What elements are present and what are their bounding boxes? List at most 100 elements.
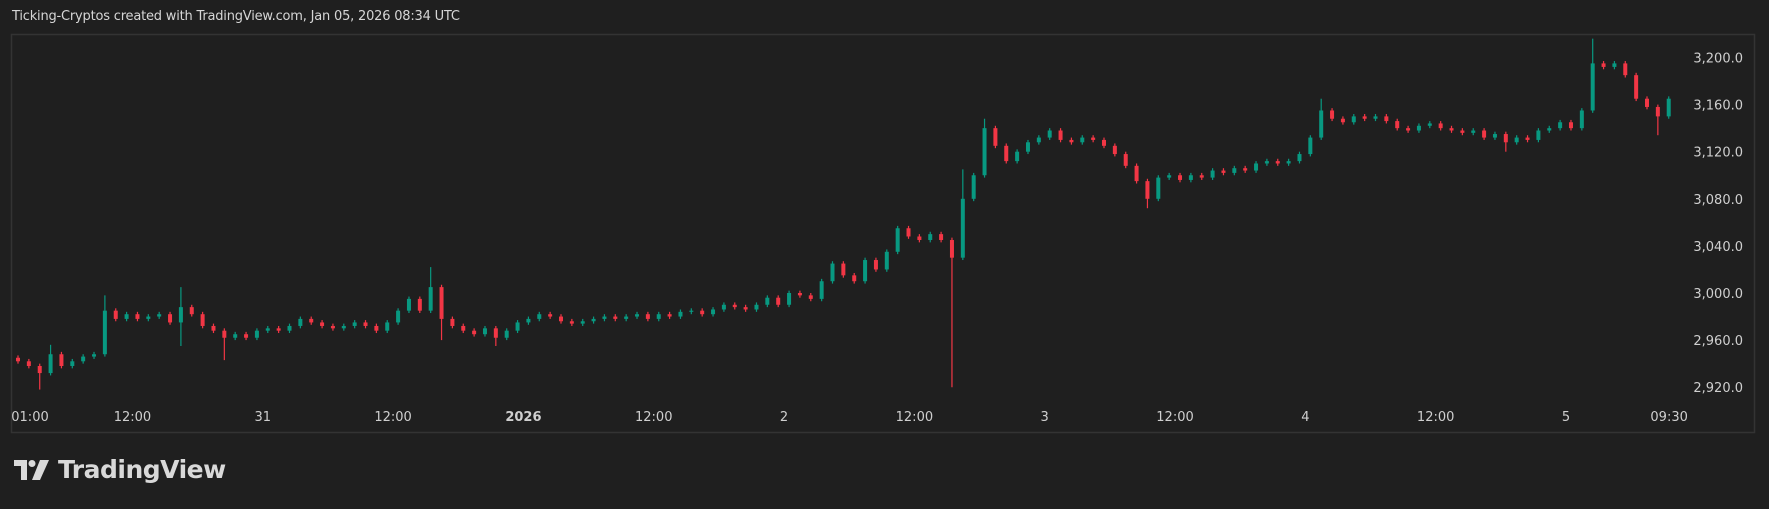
candle-body [1547, 128, 1552, 131]
candle-body [1330, 110, 1335, 119]
candle-body [1471, 130, 1476, 133]
candle-body [591, 318, 596, 322]
price-tick-label: 3,040.0 [1693, 240, 1743, 255]
candle-body [1254, 163, 1259, 171]
candle-body [982, 128, 987, 176]
candle-body [16, 357, 20, 362]
candle-body [428, 287, 433, 311]
candle-body [406, 298, 411, 311]
candle-body [700, 310, 705, 315]
time-tick-label: 31 [255, 410, 272, 425]
candle-body [1199, 175, 1204, 178]
candle-body [70, 361, 75, 367]
candle-body [613, 316, 618, 319]
candle-body [863, 260, 868, 282]
candle-body [960, 198, 965, 258]
candle-body [1568, 122, 1573, 129]
price-axis[interactable]: 2,920.0 2,960.0 3,000.0 3,040.0 3,080.0 3,120… [1693, 52, 1743, 397]
chart-title: Ticking-Cryptos created with TradingView… [12, 9, 460, 24]
time-tick-label: 12:00 [1417, 410, 1454, 425]
time-tick-label: 09:30 [1650, 410, 1687, 425]
candle-body [537, 314, 542, 319]
candle-body [189, 307, 194, 315]
candle-body [48, 354, 53, 374]
candle-body [1666, 98, 1671, 117]
candle-body [754, 304, 759, 310]
candle-body [569, 321, 574, 324]
candle-body [298, 318, 303, 326]
candle-body [808, 295, 813, 299]
candle-body [1221, 170, 1226, 173]
candle-body [1232, 168, 1237, 173]
candle-body [1210, 170, 1215, 178]
candle-body [1015, 151, 1020, 162]
candle-body [244, 334, 249, 338]
price-tick-label: 3,080.0 [1693, 193, 1743, 208]
candle-body [439, 287, 444, 319]
candle-body [461, 325, 466, 331]
price-tick-label: 3,120.0 [1693, 146, 1743, 161]
candle-body [1416, 125, 1421, 131]
candle-body [1123, 154, 1128, 166]
candle-body [168, 314, 173, 323]
candle-body [656, 314, 661, 319]
candle-body [765, 297, 770, 305]
candle-body [1047, 130, 1052, 138]
candle-body [526, 318, 531, 323]
candle-body [81, 356, 86, 362]
candle-body [341, 325, 346, 329]
candle-body [1178, 175, 1183, 180]
candle-body [939, 234, 944, 241]
candle-body [1145, 181, 1150, 199]
candle-body [743, 307, 748, 310]
candle-body [102, 310, 107, 355]
candle-body [1286, 161, 1291, 164]
candle-body [472, 330, 477, 335]
candle-body [1134, 165, 1139, 182]
candle-body [1112, 145, 1117, 155]
time-tick-label: 12:00 [896, 410, 933, 425]
price-chart[interactable]: 2,920.0 2,960.0 3,000.0 3,040.0 3,080.0 3,120… [0, 0, 1769, 450]
candle-body [363, 322, 368, 326]
candle-body [124, 314, 129, 319]
time-axis[interactable]: 01:00 12:00 31 12:00 2026 12:00 2 12:00 3 12:00 4 1… [11, 410, 1688, 425]
price-tick-label: 3,160.0 [1693, 99, 1743, 114]
price-tick-label: 2,960.0 [1693, 334, 1743, 349]
candle-body [233, 334, 238, 338]
candle-body [971, 175, 976, 199]
candle-body [548, 314, 553, 317]
candle-body [873, 260, 878, 270]
candles-group [16, 38, 1671, 390]
time-tick-label: 12:00 [1156, 410, 1193, 425]
candle-body [1427, 123, 1432, 126]
time-tick-label: 12:00 [635, 410, 672, 425]
candle-body [276, 328, 281, 331]
candle-body [1503, 134, 1508, 143]
candle-body [1645, 98, 1649, 107]
candle-body [1623, 63, 1628, 76]
candle-body [689, 310, 694, 312]
candle-body [1558, 122, 1563, 129]
candle-body [711, 309, 716, 315]
candle-body [1340, 118, 1345, 123]
candle-body [1297, 154, 1302, 162]
candle-body [884, 251, 889, 270]
candle-body [135, 314, 140, 319]
tradingview-logo[interactable]: TradingView [14, 455, 226, 484]
candle-body [993, 128, 998, 146]
candle-body [309, 318, 314, 323]
price-tick-label: 3,000.0 [1693, 287, 1743, 302]
price-tick-label: 3,200.0 [1693, 52, 1743, 67]
candle-body [559, 316, 563, 322]
time-tick-label: 3 [1041, 410, 1049, 425]
time-tick-label: 12:00 [114, 410, 151, 425]
candle-body [1514, 137, 1519, 143]
price-tick-label: 2,920.0 [1693, 381, 1743, 396]
candle-body [59, 354, 64, 367]
candle-body [1634, 75, 1639, 99]
candle-body [92, 354, 97, 357]
candle-body [26, 361, 31, 367]
candle-body [1525, 137, 1530, 140]
candle-body [515, 322, 520, 331]
candle-body [157, 314, 162, 317]
